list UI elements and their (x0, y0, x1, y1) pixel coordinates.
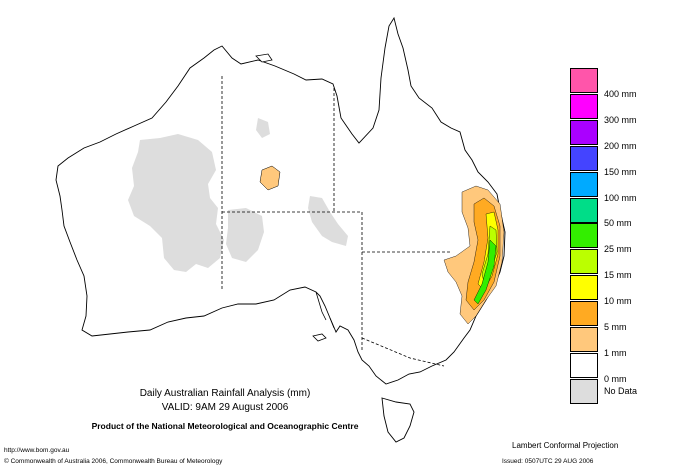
legend-label: 400 mm (604, 88, 637, 99)
website-link[interactable]: http://www.bom.gov.au (4, 447, 70, 454)
product-credit: Product of the National Meteorological a… (91, 421, 359, 431)
no-data-region-west (128, 134, 224, 272)
legend-label: 10 mm (604, 296, 632, 307)
legend-swatch (570, 197, 598, 223)
legend-swatch (570, 119, 598, 145)
map-title: Daily Australian Rainfall Analysis (mm) (139, 388, 311, 399)
state-borders (221, 76, 450, 367)
legend-swatch (570, 327, 598, 352)
legend-label: 150 mm (604, 166, 637, 177)
rain-area-central (259, 165, 281, 191)
legend-swatch (570, 223, 598, 249)
kangaroo-island (312, 333, 327, 342)
legend-label: 300 mm (604, 114, 637, 125)
projection-label: Lambert Conformal Projection (512, 441, 619, 450)
rain-area-east-25mm (473, 239, 497, 305)
no-data-region-central (226, 208, 264, 262)
legend-label: 0 mm (604, 373, 627, 384)
australia-mainland (55, 16, 506, 385)
legend-swatch (570, 301, 598, 327)
tasmania (381, 397, 415, 443)
legend-label: 25 mm (604, 244, 632, 255)
legend-label: No Data (604, 385, 638, 396)
legend-label: 100 mm (604, 192, 637, 203)
legend-swatch (570, 68, 598, 93)
legend-swatch (570, 249, 598, 275)
legend-swatch (570, 275, 598, 301)
legend-label: 200 mm (604, 140, 637, 151)
legend-swatch (570, 378, 598, 404)
legend-label: 5 mm (604, 322, 627, 332)
legend-swatch (570, 352, 598, 378)
legend-swatch (570, 171, 598, 197)
legend-swatch (570, 145, 598, 171)
issued-time: Issued: 0507UTC 29 AUG 2006 (502, 458, 594, 465)
spencer-gulf-coast (315, 291, 335, 329)
legend-label: 1 mm (604, 347, 627, 358)
no-data-region-lake-eyre (308, 196, 348, 246)
legend-label: 15 mm (604, 270, 632, 281)
legend-label: 50 mm (604, 218, 632, 229)
valid-time: VALID: 9AM 29 August 2006 (161, 402, 289, 413)
no-data-region-north (256, 118, 270, 138)
legend-swatch (570, 93, 598, 119)
copyright-text: © Commonwealth of Australia 2006, Common… (4, 458, 223, 465)
tiwi-islands (255, 53, 273, 63)
